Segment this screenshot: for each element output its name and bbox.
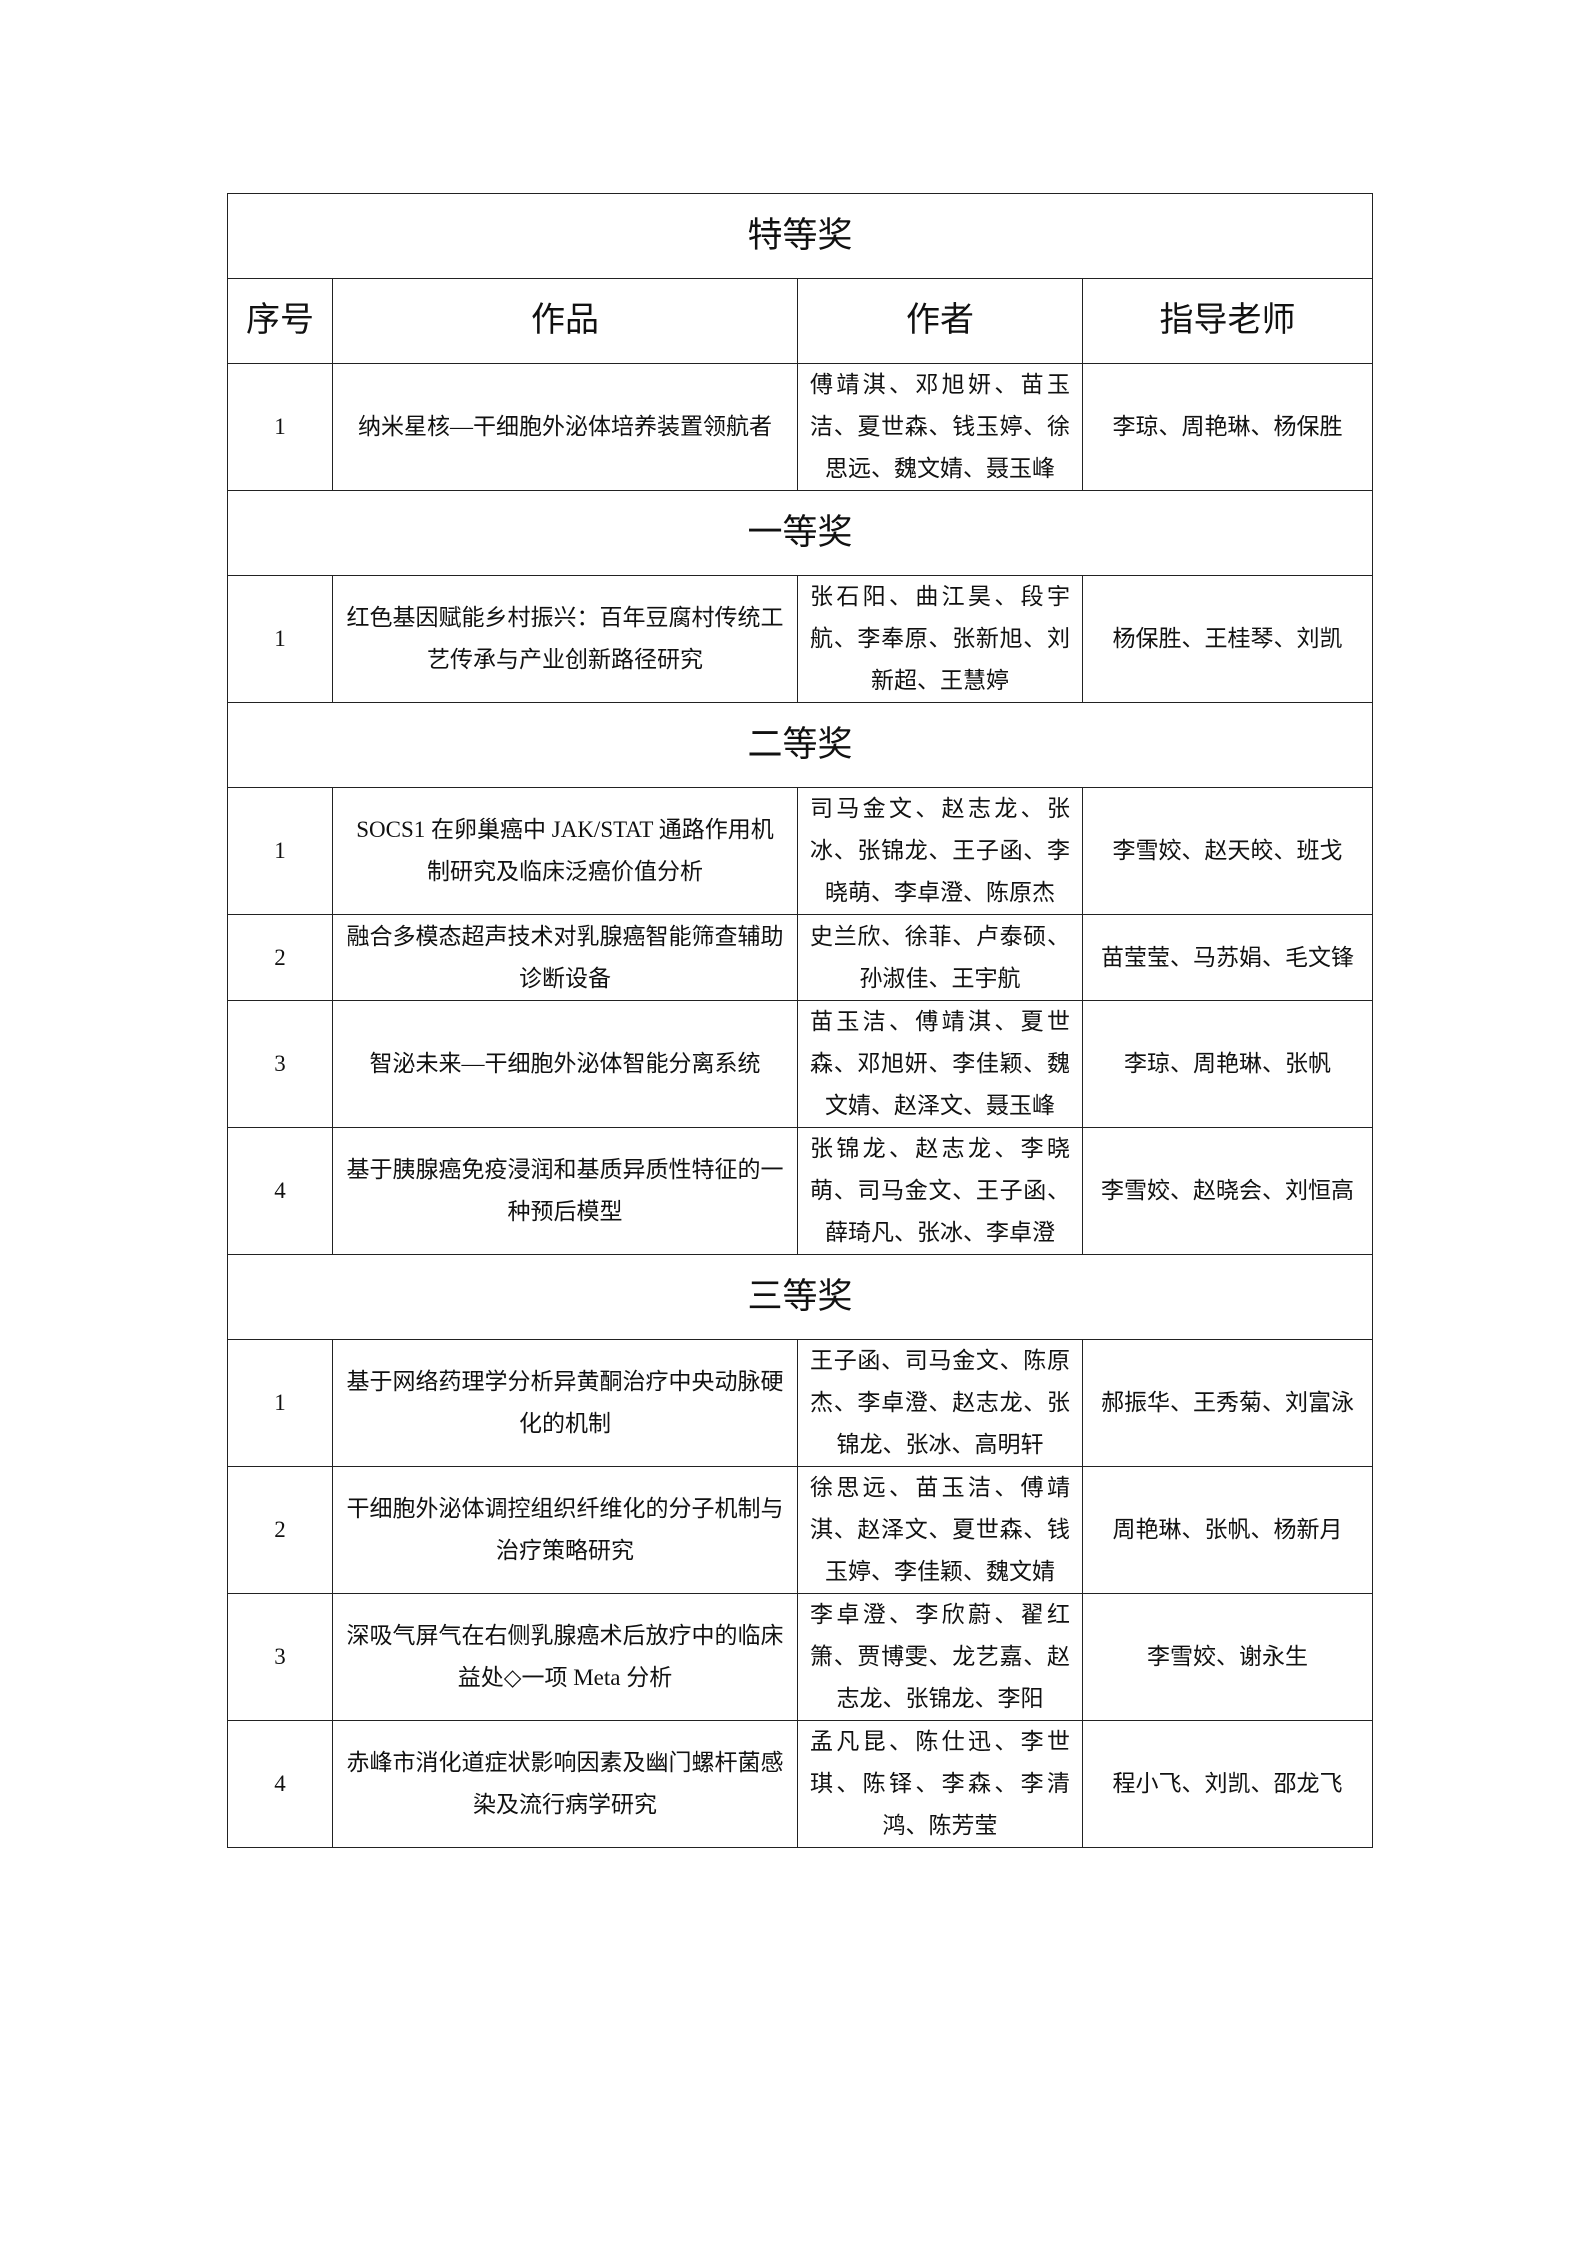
advisors: 苗莹莹、马苏娟、毛文锋 bbox=[1081, 914, 1374, 1001]
row-number: 3 bbox=[227, 1000, 333, 1128]
authors: 孟凡昆、陈仕迅、李世琪、陈铎、李森、李清鸿、陈芳莹 bbox=[797, 1720, 1083, 1848]
section-title-row: 二等奖 bbox=[226, 702, 1374, 788]
section-title: 三等奖 bbox=[226, 1254, 1374, 1340]
work-title: SOCS1 在卵巢癌中 JAK/STAT 通路作用机制研究及临床泛癌价值分析 bbox=[332, 787, 798, 915]
advisors: 李雪姣、谢永生 bbox=[1081, 1593, 1374, 1721]
section-title-row: 一等奖 bbox=[226, 490, 1374, 576]
advisors: 程小飞、刘凯、邵龙飞 bbox=[1081, 1720, 1374, 1848]
work-title: 深吸气屏气在右侧乳腺癌术后放疗中的临床益处◇一项 Meta 分析 bbox=[332, 1593, 798, 1721]
advisors: 周艳琳、张帆、杨新月 bbox=[1081, 1466, 1374, 1594]
section-title-row: 三等奖 bbox=[226, 1254, 1374, 1340]
row-number: 2 bbox=[227, 1466, 333, 1594]
section-title: 特等奖 bbox=[226, 193, 1374, 279]
advisors: 李雪姣、赵天皎、班戈 bbox=[1081, 787, 1374, 915]
advisors: 李琼、周艳琳、张帆 bbox=[1081, 1000, 1374, 1128]
table-row: 1 纳米星核—干细胞外泌体培养装置领航者 傅靖淇、邓旭妍、苗玉洁、夏世森、钱玉婷、徐… bbox=[227, 363, 1374, 491]
column-header-no: 序号 bbox=[227, 278, 333, 364]
authors: 徐思远、苗玉洁、傅靖淇、赵泽文、夏世森、钱玉婷、李佳颖、魏文婧 bbox=[797, 1466, 1083, 1594]
work-title: 红色基因赋能乡村振兴：百年豆腐村传统工艺传承与产业创新路径研究 bbox=[332, 575, 798, 703]
table-row: 1 SOCS1 在卵巢癌中 JAK/STAT 通路作用机制研究及临床泛癌价值分析司… bbox=[227, 787, 1374, 915]
row-number: 1 bbox=[227, 575, 333, 703]
row-number: 1 bbox=[227, 1339, 333, 1467]
table-row: 3 深吸气屏气在右侧乳腺癌术后放疗中的临床益处◇一项 Meta 分析 李卓澄、李欣蔚… bbox=[227, 1593, 1374, 1721]
row-number: 4 bbox=[227, 1720, 333, 1848]
table-row: 1 红色基因赋能乡村振兴：百年豆腐村传统工艺传承与产业创新路径研究 张石阳、曲江昊、… bbox=[227, 575, 1374, 703]
section-title: 二等奖 bbox=[226, 702, 1374, 788]
column-header-work: 作品 bbox=[332, 278, 798, 364]
row-number: 1 bbox=[227, 363, 333, 491]
row-number: 2 bbox=[227, 914, 333, 1001]
authors: 史兰欣、徐菲、卢泰硕、孙淑佳、王宇航 bbox=[797, 914, 1083, 1001]
authors: 傅靖淇、邓旭妍、苗玉洁、夏世森、钱玉婷、徐思远、魏文婧、聂玉峰 bbox=[797, 363, 1083, 491]
table-row: 2 融合多模态超声技术对乳腺癌智能筛查辅助诊断设备 史兰欣、徐菲、卢泰硕、孙淑佳、王… bbox=[227, 914, 1374, 1001]
section-title: 一等奖 bbox=[226, 490, 1374, 576]
work-title: 智泌未来—干细胞外泌体智能分离系统 bbox=[332, 1000, 798, 1128]
header-row: 序号 作品 作者 指导老师 bbox=[227, 278, 1374, 364]
awards-table: 特等奖 序号 作品 作者 指导老师 1 纳米星核—干细胞外泌体培养装置领航者 傅靖淇、邓旭妍、… bbox=[226, 193, 1374, 1848]
table-row: 3 智泌未来—干细胞外泌体智能分离系统 苗玉洁、傅靖淇、夏世森、邓旭妍、李佳颖、魏文… bbox=[227, 1000, 1374, 1128]
row-number: 1 bbox=[227, 787, 333, 915]
row-number: 3 bbox=[227, 1593, 333, 1721]
work-title: 融合多模态超声技术对乳腺癌智能筛查辅助诊断设备 bbox=[332, 914, 798, 1001]
row-number: 4 bbox=[227, 1127, 333, 1255]
authors: 张锦龙、赵志龙、李晓萌、司马金文、王子函、薛琦凡、张冰、李卓澄 bbox=[797, 1127, 1083, 1255]
work-title: 基于胰腺癌免疫浸润和基质异质性特征的一种预后模型 bbox=[332, 1127, 798, 1255]
advisors: 李雪姣、赵晓会、刘恒高 bbox=[1081, 1127, 1374, 1255]
table-row: 1 基于网络药理学分析异黄酮治疗中央动脉硬化的机制 王子函、司马金文、陈原杰、李卓澄… bbox=[227, 1339, 1374, 1467]
advisors: 李琼、周艳琳、杨保胜 bbox=[1081, 363, 1374, 491]
authors: 李卓澄、李欣蔚、翟红箫、贾博雯、龙艺嘉、赵志龙、张锦龙、李阳 bbox=[797, 1593, 1083, 1721]
table-row: 2 干细胞外泌体调控组织纤维化的分子机制与治疗策略研究 徐思远、苗玉洁、傅靖淇、赵泽… bbox=[227, 1466, 1374, 1594]
work-title: 基于网络药理学分析异黄酮治疗中央动脉硬化的机制 bbox=[332, 1339, 798, 1467]
column-header-advisors: 指导老师 bbox=[1081, 278, 1374, 364]
advisors: 郝振华、王秀菊、刘富泳 bbox=[1081, 1339, 1374, 1467]
authors: 司马金文、赵志龙、张冰、张锦龙、王子函、李晓萌、李卓澄、陈原杰 bbox=[797, 787, 1083, 915]
authors: 张石阳、曲江昊、段宇航、李奉原、张新旭、刘新超、王慧婷 bbox=[797, 575, 1083, 703]
section-title-row: 特等奖 bbox=[226, 193, 1374, 279]
work-title: 赤峰市消化道症状影响因素及幽门螺杆菌感染及流行病学研究 bbox=[332, 1720, 798, 1848]
advisors: 杨保胜、王桂琴、刘凯 bbox=[1081, 575, 1374, 703]
authors: 苗玉洁、傅靖淇、夏世森、邓旭妍、李佳颖、魏文婧、赵泽文、聂玉峰 bbox=[797, 1000, 1083, 1128]
work-title: 纳米星核—干细胞外泌体培养装置领航者 bbox=[332, 363, 798, 491]
column-header-authors: 作者 bbox=[797, 278, 1083, 364]
work-title: 干细胞外泌体调控组织纤维化的分子机制与治疗策略研究 bbox=[332, 1466, 798, 1594]
authors: 王子函、司马金文、陈原杰、李卓澄、赵志龙、张锦龙、张冰、高明轩 bbox=[797, 1339, 1083, 1467]
table-row: 4 赤峰市消化道症状影响因素及幽门螺杆菌感染及流行病学研究 孟凡昆、陈仕迅、李世琪、… bbox=[227, 1720, 1374, 1848]
table-row: 4 基于胰腺癌免疫浸润和基质异质性特征的一种预后模型 张锦龙、赵志龙、李晓萌、司马金… bbox=[227, 1127, 1374, 1255]
